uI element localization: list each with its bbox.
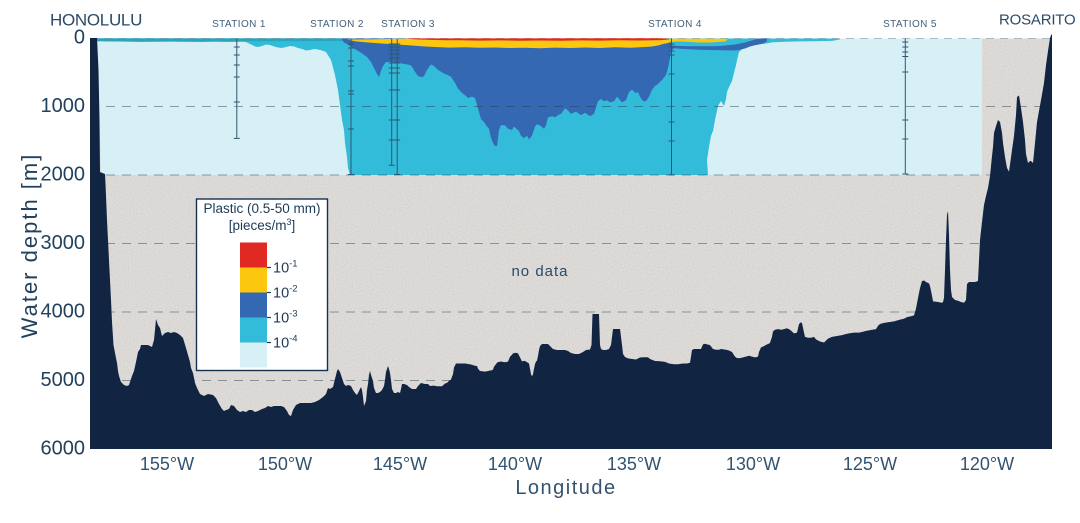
svg-text:120°W: 120°W bbox=[960, 454, 1014, 474]
svg-text:no data: no data bbox=[511, 263, 568, 280]
svg-text:155°W: 155°W bbox=[140, 454, 194, 474]
svg-text:1000: 1000 bbox=[41, 95, 86, 117]
svg-text:STATION 5: STATION 5 bbox=[883, 19, 937, 30]
svg-text:0: 0 bbox=[74, 26, 85, 48]
svg-text:4000: 4000 bbox=[41, 300, 86, 322]
svg-text:150°W: 150°W bbox=[258, 454, 312, 474]
svg-text:140°W: 140°W bbox=[488, 454, 542, 474]
svg-text:135°W: 135°W bbox=[607, 454, 661, 474]
svg-text:Water depth [m]: Water depth [m] bbox=[17, 153, 42, 339]
svg-text:STATION 4: STATION 4 bbox=[648, 19, 702, 30]
svg-text:Plastic (0.5-50 mm): Plastic (0.5-50 mm) bbox=[203, 201, 320, 216]
svg-text:3000: 3000 bbox=[41, 232, 86, 254]
svg-text:ROSARITO: ROSARITO bbox=[999, 12, 1075, 29]
svg-text:125°W: 125°W bbox=[843, 454, 897, 474]
svg-text:STATION 1: STATION 1 bbox=[212, 19, 266, 30]
svg-text:HONOLULU: HONOLULU bbox=[50, 11, 142, 30]
svg-text:Longitude: Longitude bbox=[515, 477, 616, 499]
svg-text:[pieces/m3]: [pieces/m3] bbox=[229, 217, 296, 233]
svg-text:130°W: 130°W bbox=[726, 454, 780, 474]
svg-text:145°W: 145°W bbox=[373, 454, 427, 474]
svg-text:STATION 2: STATION 2 bbox=[310, 19, 364, 30]
svg-text:2000: 2000 bbox=[41, 163, 86, 185]
svg-text:5000: 5000 bbox=[41, 369, 86, 391]
svg-text:STATION 3: STATION 3 bbox=[381, 19, 435, 30]
svg-text:6000: 6000 bbox=[41, 437, 86, 459]
